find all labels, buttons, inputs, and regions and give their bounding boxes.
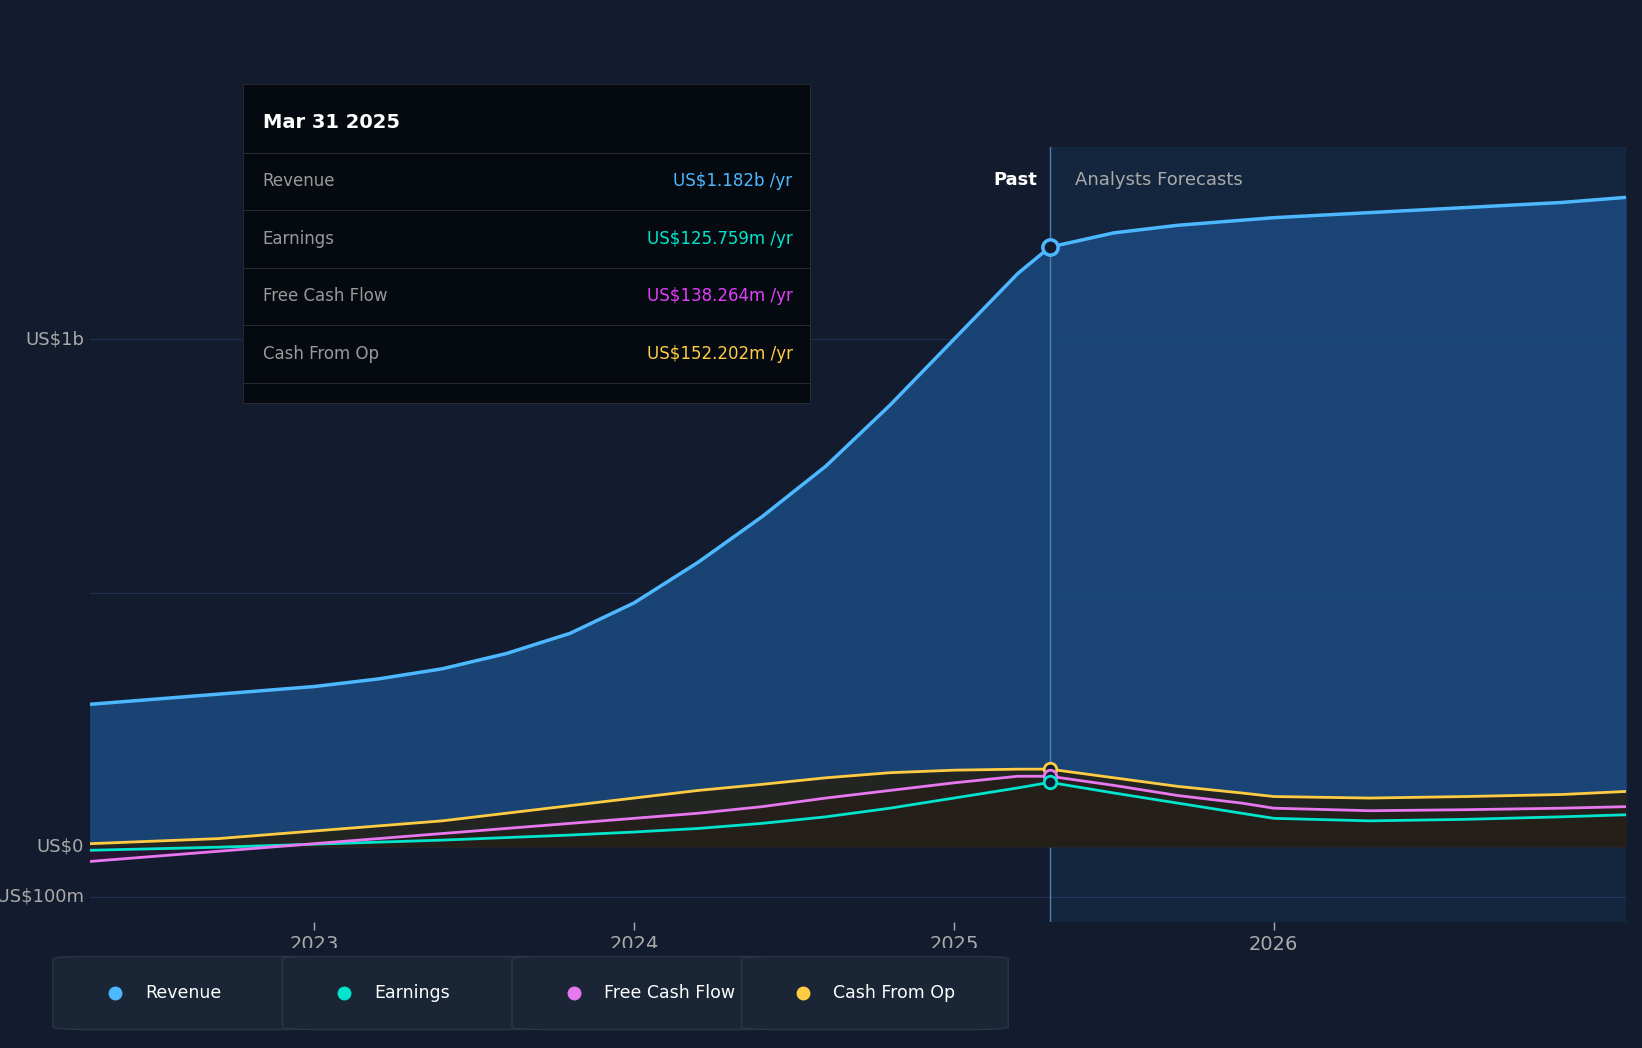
Text: Cash From Op: Cash From Op (832, 984, 956, 1002)
Text: Mar 31 2025: Mar 31 2025 (263, 112, 401, 132)
Text: -US$100m: -US$100m (0, 888, 84, 905)
Text: Analysts Forecasts: Analysts Forecasts (1076, 171, 1243, 190)
Text: Free Cash Flow: Free Cash Flow (263, 287, 388, 305)
Text: US$1.182b /yr: US$1.182b /yr (673, 172, 793, 191)
Text: US$152.202m /yr: US$152.202m /yr (647, 345, 793, 363)
Text: US$1b: US$1b (25, 330, 84, 348)
Text: US$125.759m /yr: US$125.759m /yr (647, 230, 793, 248)
Text: US$0: US$0 (36, 837, 84, 855)
Text: Free Cash Flow: Free Cash Flow (604, 984, 736, 1002)
Text: Cash From Op: Cash From Op (263, 345, 379, 363)
Text: Revenue: Revenue (144, 984, 222, 1002)
FancyBboxPatch shape (282, 957, 550, 1029)
FancyBboxPatch shape (53, 957, 320, 1029)
FancyBboxPatch shape (512, 957, 778, 1029)
Text: Earnings: Earnings (374, 984, 450, 1002)
Text: Earnings: Earnings (263, 230, 335, 248)
FancyBboxPatch shape (742, 957, 1008, 1029)
Text: Past: Past (993, 171, 1038, 190)
Bar (1049, 147, 1626, 922)
Text: US$138.264m /yr: US$138.264m /yr (647, 287, 793, 305)
Text: Revenue: Revenue (263, 172, 335, 191)
